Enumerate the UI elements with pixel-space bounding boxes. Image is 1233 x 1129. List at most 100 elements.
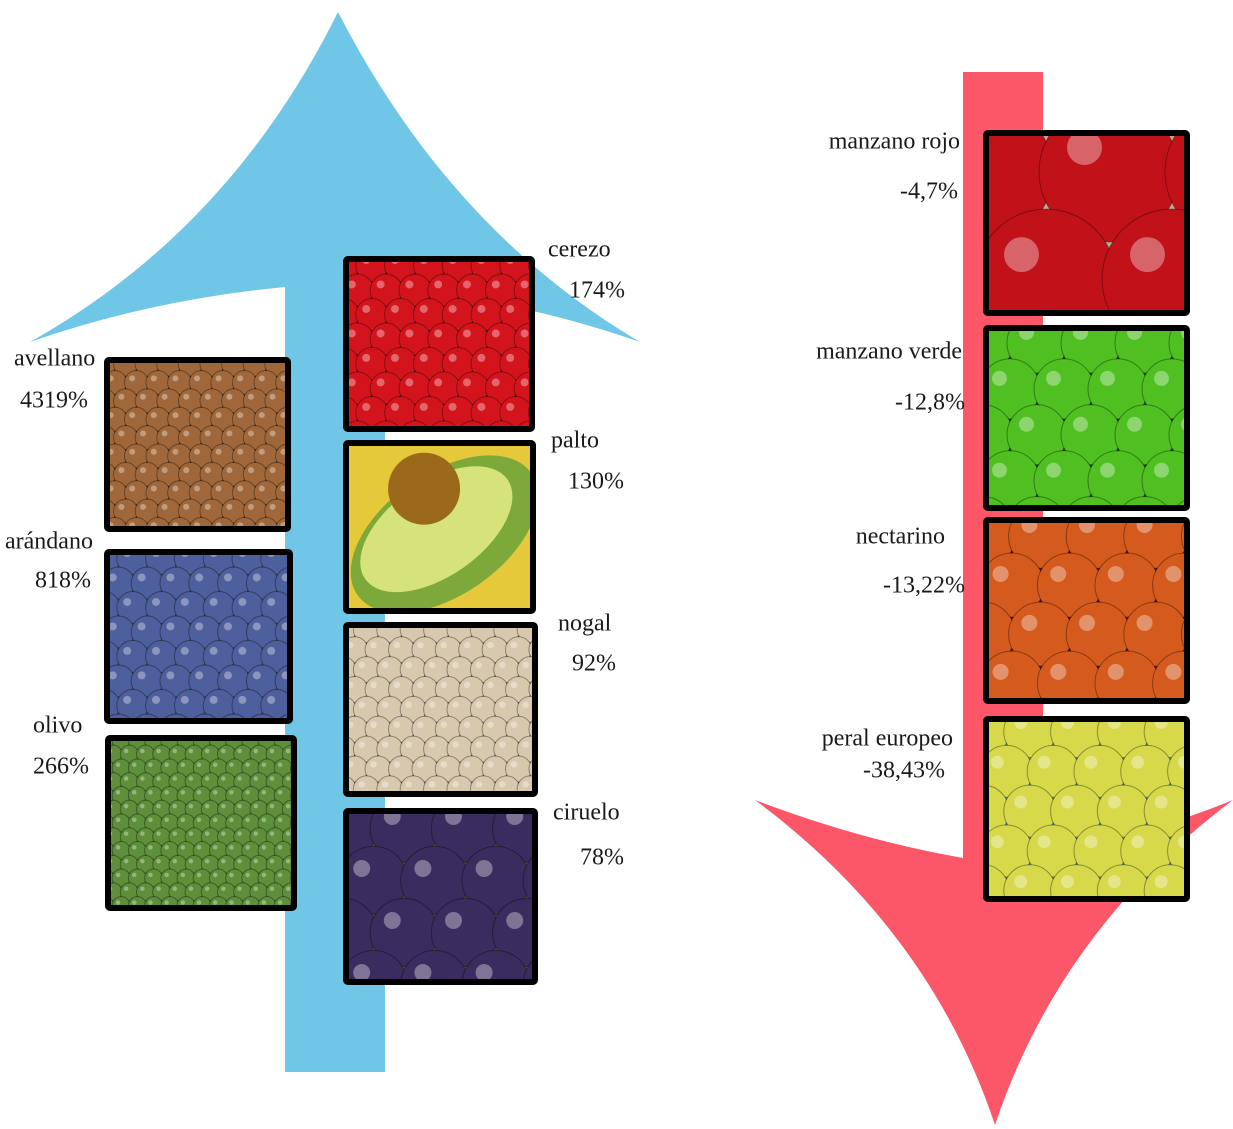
highlight [245, 845, 250, 850]
fruit [516, 775, 532, 791]
highlight [213, 872, 218, 878]
fruit [528, 759, 532, 779]
highlight [420, 262, 428, 264]
highlight [358, 661, 366, 669]
highlight [522, 661, 529, 669]
highlight [445, 912, 462, 930]
fruit-change: 818% [35, 568, 91, 594]
highlight [405, 280, 414, 289]
highlight [237, 748, 242, 754]
highlight [166, 671, 175, 680]
highlight [111, 859, 113, 864]
highlight [172, 375, 179, 382]
highlight [417, 721, 424, 728]
highlight [382, 781, 389, 788]
fruit [208, 896, 228, 905]
fruit-name: arándano [5, 529, 93, 555]
highlight [129, 485, 136, 492]
photo-content [349, 262, 529, 426]
highlight [475, 661, 483, 669]
fruit [1143, 784, 1184, 838]
highlight [245, 900, 250, 905]
fruit [273, 896, 291, 905]
highlight [229, 817, 234, 823]
highlight [161, 393, 168, 400]
highlight [156, 886, 161, 891]
fruit [264, 425, 285, 451]
highlight [196, 872, 202, 878]
highlight [277, 817, 283, 823]
highlight [487, 801, 494, 808]
highlight [1021, 614, 1038, 631]
highlight [1178, 755, 1184, 769]
highlight [1084, 835, 1098, 849]
fruit [1180, 620, 1184, 648]
highlight [349, 641, 354, 649]
fruit [1069, 496, 1113, 505]
fruit [234, 910, 252, 928]
highlight [419, 353, 428, 362]
fruit [289, 741, 291, 745]
highlight [229, 762, 234, 768]
highlight [221, 886, 226, 891]
highlight [245, 762, 250, 768]
fruit [185, 910, 203, 928]
fruit [516, 695, 532, 723]
fruit [289, 818, 291, 828]
highlight [269, 467, 276, 474]
highlight [132, 872, 137, 878]
highlight [248, 503, 254, 510]
highlight [172, 485, 179, 492]
highlight [209, 646, 218, 655]
highlight [173, 914, 178, 919]
fruit [1167, 826, 1184, 876]
highlight [1050, 565, 1067, 582]
highlight [204, 831, 210, 836]
highlight [132, 817, 137, 823]
highlight [221, 776, 226, 781]
fruit [1180, 523, 1184, 551]
highlight [140, 430, 146, 437]
fruit [528, 640, 532, 659]
highlight [180, 597, 189, 606]
highlight [181, 555, 189, 557]
highlight [180, 790, 186, 795]
highlight [123, 776, 129, 781]
highlight [405, 378, 414, 387]
highlight [237, 886, 242, 891]
fruit [266, 910, 284, 928]
fruit-photo [343, 622, 538, 808]
fruit [516, 735, 532, 763]
highlight [1154, 722, 1168, 729]
highlight [248, 393, 254, 400]
highlight [115, 790, 121, 795]
highlight [523, 628, 528, 629]
fruit [145, 516, 171, 526]
highlight [111, 749, 113, 754]
highlight [393, 721, 401, 728]
fruit [516, 656, 532, 684]
highlight [511, 801, 518, 808]
highlight [110, 522, 114, 526]
photo-frame [983, 716, 1190, 902]
highlight [506, 262, 514, 264]
highlight [1061, 722, 1074, 729]
highlight [94, 696, 102, 704]
highlight [204, 776, 210, 781]
highlight [285, 776, 291, 781]
fruit [528, 309, 529, 320]
highlight [1130, 237, 1165, 273]
highlight [213, 762, 218, 768]
highlight [204, 748, 210, 754]
highlight [362, 304, 371, 313]
highlight [100, 790, 105, 795]
highlight [349, 378, 356, 387]
photo-frame [105, 735, 297, 911]
highlight [452, 661, 459, 669]
highlight [100, 873, 105, 878]
highlight [97, 394, 103, 400]
highlight [132, 790, 137, 795]
fruit [492, 897, 532, 967]
highlight [280, 522, 285, 526]
highlight [245, 872, 250, 878]
